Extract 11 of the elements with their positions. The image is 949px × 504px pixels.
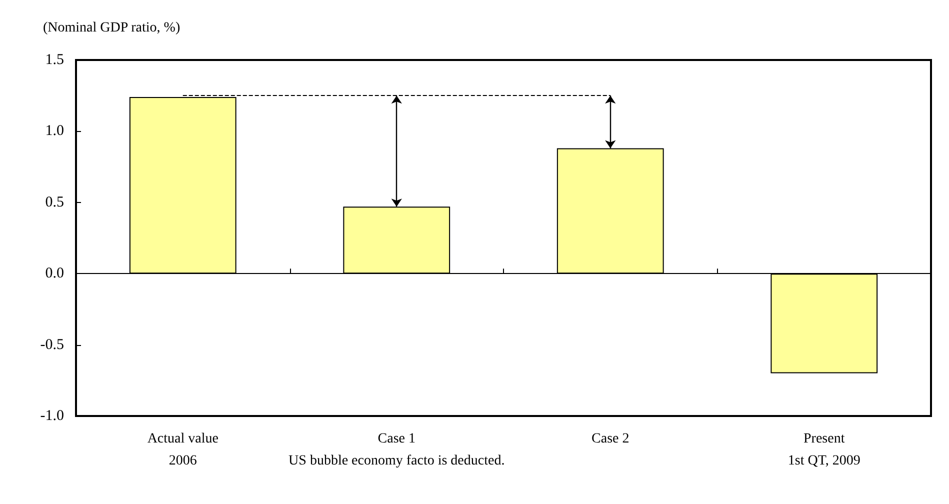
y-tick-label: -1.0 bbox=[40, 408, 64, 424]
x-tick-label: Actual value 2006 bbox=[147, 432, 218, 468]
y-tick-label: 1.5 bbox=[45, 52, 64, 68]
y-tick-label: -0.5 bbox=[40, 336, 64, 353]
y-tick-label: 0.5 bbox=[45, 194, 64, 210]
y-tick-label: 1.0 bbox=[45, 123, 64, 140]
y-tick-label: 0.0 bbox=[45, 266, 64, 282]
x-tick-label: Case 1 US bubble economy facto is deducted. bbox=[288, 432, 505, 468]
y-axis-title: (Nominal GDP ratio, %) bbox=[43, 20, 180, 36]
x-tick-label: Present 1st QT, 2009 bbox=[788, 432, 860, 468]
x-tick-label: Case 2 bbox=[592, 432, 630, 446]
